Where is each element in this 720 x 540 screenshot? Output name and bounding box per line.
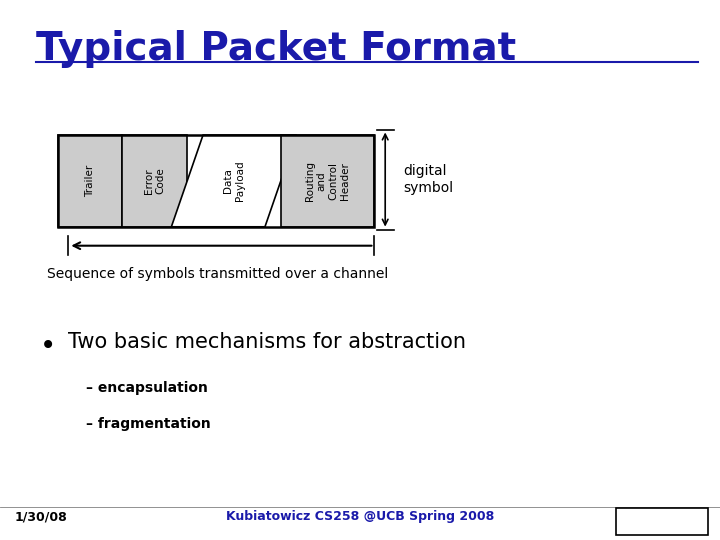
Text: Sequence of symbols transmitted over a channel: Sequence of symbols transmitted over a c…	[47, 267, 388, 281]
Text: Lec 3.19: Lec 3.19	[632, 510, 691, 523]
Text: digital
symbol: digital symbol	[403, 165, 454, 194]
Text: Kubiatowicz CS258 @UCB Spring 2008: Kubiatowicz CS258 @UCB Spring 2008	[226, 510, 494, 523]
Polygon shape	[171, 135, 297, 227]
Text: Routing
and
Control
Header: Routing and Control Header	[305, 161, 350, 201]
Text: Data
Payload: Data Payload	[223, 160, 245, 201]
Bar	[58, 135, 374, 227]
Text: Two basic mechanisms for abstraction: Two basic mechanisms for abstraction	[68, 332, 467, 352]
Text: Typical Packet Format: Typical Packet Format	[36, 30, 516, 68]
Text: •: •	[40, 332, 56, 360]
Text: 1/30/08: 1/30/08	[14, 510, 67, 523]
Text: Trailer: Trailer	[85, 165, 95, 197]
Text: – encapsulation: – encapsulation	[86, 381, 208, 395]
Text: – fragmentation: – fragmentation	[86, 417, 211, 431]
Bar	[58, 135, 122, 227]
Bar	[122, 135, 187, 227]
Bar	[281, 135, 374, 227]
Text: Error
Code: Error Code	[144, 167, 166, 194]
FancyBboxPatch shape	[616, 508, 708, 535]
